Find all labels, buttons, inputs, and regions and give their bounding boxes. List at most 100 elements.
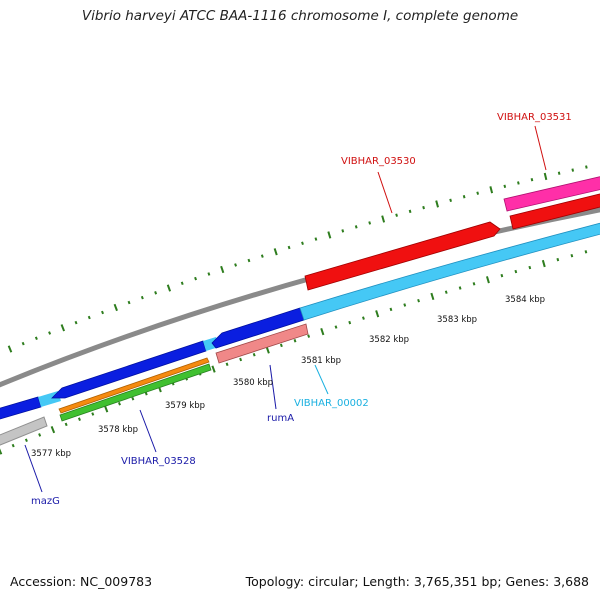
gene-label-vibhar-03530: VIBHAR_03530 [341, 156, 416, 167]
outer-tick [113, 303, 118, 312]
outer-tick [180, 281, 184, 286]
inner-tick [444, 290, 448, 294]
inner-tick [485, 276, 490, 284]
inner-tick [403, 303, 407, 307]
outer-tick [314, 237, 318, 241]
inner-tick [24, 438, 28, 443]
outer-tick [301, 241, 304, 245]
scale-label-3577: 3577 kbp [31, 449, 71, 459]
outer-tick [220, 265, 225, 274]
gene-label-vibhar-03528: VIBHAR_03528 [121, 456, 196, 467]
inner-tick [38, 433, 42, 437]
inner-tick [50, 426, 56, 434]
cds-rumA [215, 323, 309, 364]
outer-tick [21, 341, 25, 346]
inner-tick [458, 286, 462, 290]
leader-rumA [269, 364, 277, 410]
outer-tick [395, 213, 398, 217]
inner-tick [77, 417, 81, 421]
gene-label-mazG: mazG [31, 496, 60, 507]
inner-tick [500, 273, 504, 278]
footer-accession: Accession: NC_009783 [10, 574, 153, 589]
outer-tick [74, 320, 78, 325]
inner-tick [307, 334, 311, 338]
inner-tick [144, 391, 148, 396]
cds-blue-left [0, 396, 42, 420]
outer-tick [381, 215, 386, 223]
inner-tick [584, 250, 588, 254]
outer-tick [166, 284, 172, 292]
outer-tick-row [7, 165, 588, 353]
outer-tick [476, 191, 480, 195]
inner-tick [279, 343, 283, 348]
inner-tick [239, 357, 243, 362]
gene-label-vibhar-03531: VIBHAR_03531 [497, 112, 572, 123]
cds-vibhar-03528 [58, 357, 210, 414]
inner-tick [64, 422, 68, 427]
cds-vibhar-03531 [503, 176, 600, 212]
inner-tick [211, 365, 216, 373]
inner-tick [514, 269, 518, 274]
inner-tick [570, 253, 574, 258]
inner-tick [252, 353, 256, 357]
leader-mazG [24, 444, 43, 493]
outer-tick [530, 177, 534, 182]
inner-tick [528, 265, 532, 270]
outer-tick [194, 276, 197, 281]
scale-label-3578: 3578 kbp [98, 425, 138, 435]
outer-tick [354, 225, 358, 229]
inner-tick [334, 325, 338, 329]
inner-tick [430, 292, 435, 301]
inner-tick [417, 298, 420, 303]
leader-vibhar-00002 [314, 364, 329, 395]
inner-tick [375, 310, 380, 318]
inner-tick [320, 327, 325, 336]
outer-tick [462, 195, 466, 199]
inner-tick [556, 257, 560, 262]
inner-tick [91, 412, 95, 416]
inner-tick [0, 448, 3, 455]
outer-tick [87, 315, 91, 320]
gene-label-vibhar-00002: VIBHAR_00002 [294, 398, 369, 409]
scale-label-3581: 3581 kbp [301, 356, 341, 366]
outer-tick [127, 300, 131, 305]
scale-label-3582: 3582 kbp [369, 335, 409, 345]
leader-vibhar-03528 [139, 409, 157, 453]
outer-tick [101, 310, 104, 315]
map-title: Vibrio harveyi ATCC BAA-1116 chromosome … [81, 8, 519, 24]
inner-tick [348, 320, 352, 325]
footer-topology: Topology: circular; Length: 3,765,351 bp… [245, 574, 589, 589]
outer-tick [154, 291, 158, 295]
outer-tick [489, 186, 494, 194]
outer-tick [422, 205, 425, 210]
inner-tick [225, 362, 229, 367]
outer-tick [435, 200, 439, 208]
outer-tick [234, 263, 238, 267]
inner-tick [389, 307, 393, 312]
outer-tick [247, 258, 251, 263]
outer-tick [368, 221, 372, 225]
outer-tick [60, 324, 66, 332]
outer-tick [48, 331, 52, 335]
leader-vibhar-03530 [377, 171, 393, 214]
cds-vibhar-03531-red [509, 193, 600, 230]
outer-tick [449, 198, 452, 203]
outer-tick [557, 171, 561, 175]
inner-tick [11, 443, 15, 448]
cds-vibhar-03530 [304, 221, 501, 291]
outer-tick [7, 345, 13, 353]
scale-label-3583: 3583 kbp [437, 315, 477, 325]
inner-tick [541, 259, 546, 268]
outer-tick [34, 336, 38, 341]
outer-tick [571, 168, 575, 172]
outer-tick [408, 209, 412, 214]
outer-tick [260, 254, 264, 258]
cds-mazG [0, 416, 48, 446]
cds-vibhar-00002 [299, 222, 600, 321]
outer-tick [517, 181, 520, 185]
outer-tick [543, 172, 548, 181]
outer-tick [273, 248, 278, 256]
cds-vibhar-03528-green [59, 363, 212, 422]
inner-tick [118, 402, 121, 406]
